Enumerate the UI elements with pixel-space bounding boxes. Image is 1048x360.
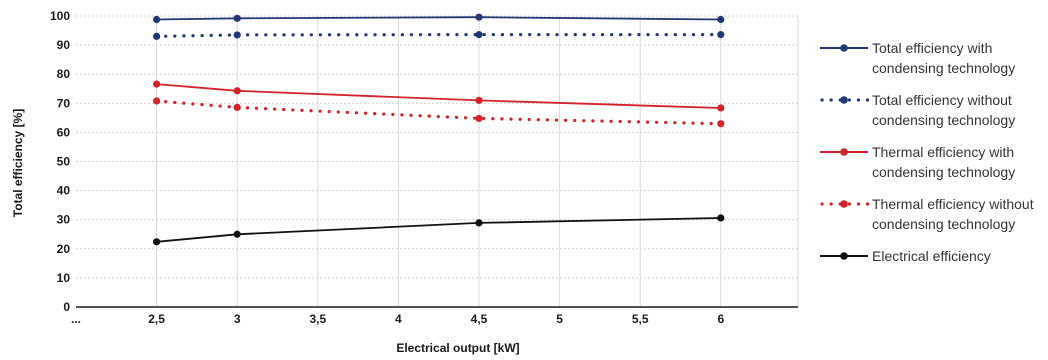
legend-label-line: condensing technology xyxy=(872,164,1016,180)
legend-label-line: Total efficiency with xyxy=(872,40,993,56)
y-tick-label: 70 xyxy=(57,96,71,110)
legend-marker xyxy=(840,44,848,52)
data-point xyxy=(153,238,161,246)
legend-swatch xyxy=(820,252,868,260)
series-2 xyxy=(153,31,725,40)
y-tick-label: 50 xyxy=(57,155,71,169)
legend-label-line: Electrical efficiency xyxy=(872,248,991,264)
series-4 xyxy=(153,97,725,128)
x-tick-label: ... xyxy=(71,312,81,326)
x-tick-label: 4,5 xyxy=(471,312,488,326)
data-point xyxy=(233,103,241,111)
legend-label-line: condensing technology xyxy=(872,216,1016,232)
legend-marker xyxy=(840,148,848,156)
x-tick-label: 5,5 xyxy=(632,312,649,326)
legend: Total efficiency with condensing technolo… xyxy=(818,38,1046,298)
legend-label: Electrical efficiency xyxy=(872,246,1044,266)
x-tick-label: 3 xyxy=(234,312,241,326)
legend-item: Electrical efficiency xyxy=(818,246,1046,298)
legend-label: Thermal efficiency without condensing tec… xyxy=(872,194,1044,234)
legend-swatch xyxy=(820,200,870,208)
x-tick-label: 4 xyxy=(395,312,402,326)
series-3 xyxy=(153,80,725,112)
x-axis-ticks: ... 2,5 3 3,5 4 4,5 5 5,5 6 xyxy=(71,312,724,326)
legend-marker xyxy=(840,252,848,260)
data-point xyxy=(233,14,241,22)
data-point xyxy=(475,219,483,227)
legend-swatch xyxy=(820,44,868,52)
series-5 xyxy=(153,214,725,246)
legend-label: Thermal efficiency with condensing techno… xyxy=(872,142,1044,182)
y-tick-label: 20 xyxy=(57,242,71,256)
x-tick-label: 3,5 xyxy=(309,312,326,326)
legend-label-line: condensing technology xyxy=(872,60,1016,76)
data-point xyxy=(233,31,241,39)
legend-label-line: Thermal efficiency without xyxy=(872,196,1034,212)
legend-item: Total efficiency with condensing technolo… xyxy=(818,38,1046,90)
data-point xyxy=(717,31,725,39)
y-tick-label: 40 xyxy=(57,184,71,198)
series-line xyxy=(155,99,723,126)
x-axis-title: Electrical output [kW] xyxy=(396,341,519,355)
legend-label-line: condensing technology xyxy=(872,112,1016,128)
legend-swatch xyxy=(820,148,868,156)
legend-label-line: Thermal efficiency with xyxy=(872,144,1015,160)
data-point xyxy=(717,104,725,112)
y-tick-label: 0 xyxy=(63,300,70,314)
x-tick-label: 6 xyxy=(717,312,724,326)
data-point xyxy=(475,114,483,123)
data-point xyxy=(475,96,483,104)
legend-label-line: Total efficiency without xyxy=(872,92,1012,108)
legend-marker xyxy=(840,96,848,104)
series-1 xyxy=(153,13,725,24)
data-point xyxy=(717,214,725,222)
x-tick-label: 2,5 xyxy=(148,312,165,326)
data-point xyxy=(717,15,725,24)
y-tick-label: 100 xyxy=(50,9,70,23)
y-axis-title: Total efficiency [%] xyxy=(11,109,25,217)
data-point xyxy=(153,32,161,40)
y-tick-label: 90 xyxy=(57,38,71,52)
data-point xyxy=(153,80,161,88)
legend-item: Thermal efficiency without condensing tec… xyxy=(818,194,1046,246)
legend-marker xyxy=(840,200,848,208)
legend-item: Total efficiency without condensing techn… xyxy=(818,90,1046,142)
data-point xyxy=(717,120,725,128)
series-line xyxy=(155,33,723,38)
legend-label: Total efficiency without condensing techn… xyxy=(872,90,1044,130)
legend-item: Thermal efficiency with condensing techno… xyxy=(818,142,1046,194)
grid xyxy=(76,15,799,308)
series-line xyxy=(156,83,721,109)
data-point xyxy=(233,230,241,238)
y-tick-label: 10 xyxy=(57,271,71,285)
data-point xyxy=(233,87,241,95)
legend-label: Total efficiency with condensing technolo… xyxy=(872,38,1044,78)
y-tick-label: 30 xyxy=(57,213,71,227)
legend-swatch xyxy=(820,96,870,104)
data-point xyxy=(475,13,483,21)
series-line xyxy=(156,16,721,21)
series-line xyxy=(156,217,721,243)
data-point xyxy=(475,31,483,39)
y-axis-ticks: 0 10 20 30 40 50 60 70 80 90 100 xyxy=(50,9,70,314)
data-point xyxy=(153,97,161,105)
data-point xyxy=(153,15,161,24)
y-tick-label: 60 xyxy=(57,125,71,139)
x-tick-label: 5 xyxy=(556,312,563,326)
y-tick-label: 80 xyxy=(57,67,71,81)
series-lines xyxy=(153,13,725,246)
